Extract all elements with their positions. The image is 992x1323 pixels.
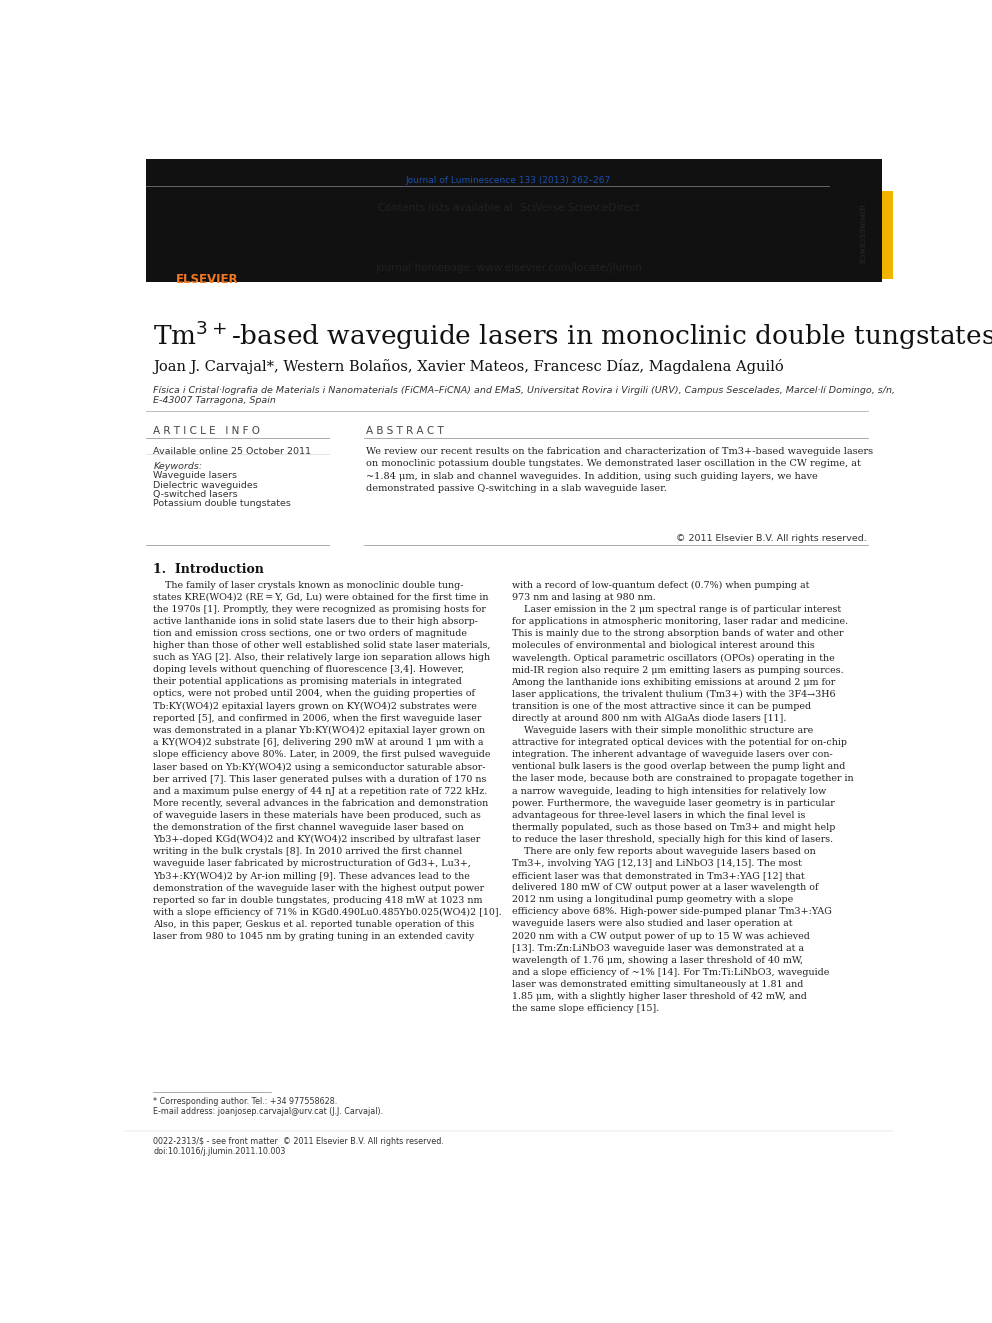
Text: Available online 25 October 2011: Available online 25 October 2011 [154,447,311,455]
Text: Contents lists available at  SciVerse ScienceDirect: Contents lists available at SciVerse Sci… [378,204,639,213]
Text: © 2011 Elsevier B.V. All rights reserved.: © 2011 Elsevier B.V. All rights reserved… [676,533,866,542]
Text: Waveguide lasers: Waveguide lasers [154,471,237,480]
Text: Journal of Luminescence 133 (2013) 262–267: Journal of Luminescence 133 (2013) 262–2… [406,176,611,185]
Text: doi:10.1016/j.jlumin.2011.10.003: doi:10.1016/j.jlumin.2011.10.003 [154,1147,286,1156]
Text: E-mail address: joanjosep.carvajal@urv.cat (J.J. Carvajal).: E-mail address: joanjosep.carvajal@urv.c… [154,1106,384,1115]
Text: 0022-2313/$ - see front matter  © 2011 Elsevier B.V. All rights reserved.: 0022-2313/$ - see front matter © 2011 El… [154,1136,444,1146]
Bar [826,191,893,279]
Text: 1.  Introduction: 1. Introduction [154,564,264,576]
Text: Keywords:: Keywords: [154,462,202,471]
Text: E-43007 Tarragona, Spain: E-43007 Tarragona, Spain [154,396,277,405]
Text: A B S T R A C T: A B S T R A C T [366,426,443,437]
Text: Dielectric waveguides: Dielectric waveguides [154,480,258,490]
Text: A R T I C L E   I N F O: A R T I C L E I N F O [154,426,261,437]
Text: * Corresponding author. Tel.: +34 977558628.: * Corresponding author. Tel.: +34 977558… [154,1097,337,1106]
Text: The family of laser crystals known as monoclinic double tung-
states KRE(WO4)2 (: The family of laser crystals known as mo… [154,581,502,941]
Bar [146,191,268,279]
Ellipse shape [169,189,245,275]
Text: Journal of Luminescence: Journal of Luminescence [305,222,712,251]
Text: with a record of low-quantum defect (0.7%) when pumping at
973 nm and lasing at : with a record of low-quantum defect (0.7… [512,581,853,1013]
Text: Q-switched lasers: Q-switched lasers [154,490,238,499]
Text: Joan J. Carvajal*, Western Bolaños, Xavier Mateos, Francesc Díaz, Magdalena Agui: Joan J. Carvajal*, Western Bolaños, Xavi… [154,359,785,374]
Text: LUMINESCENCE: LUMINESCENCE [857,204,863,265]
Text: Potassium double tungstates: Potassium double tungstates [154,499,292,508]
Text: We review our recent results on the fabrication and characterization of Tm3+-bas: We review our recent results on the fabr… [366,447,873,493]
Text: journal homepage: www.elsevier.com/locate/jlumin: journal homepage: www.elsevier.com/locat… [375,263,642,273]
Text: Tm$^{3+}$-based waveguide lasers in monoclinic double tungstates: Tm$^{3+}$-based waveguide lasers in mono… [154,319,992,352]
Text: Física i Cristal·lografia de Materials i Nanomaterials (FiCMA–FiCNA) and EMaS, U: Física i Cristal·lografia de Materials i… [154,386,896,394]
Text: ELSEVIER: ELSEVIER [176,273,238,286]
Bar [268,191,825,279]
